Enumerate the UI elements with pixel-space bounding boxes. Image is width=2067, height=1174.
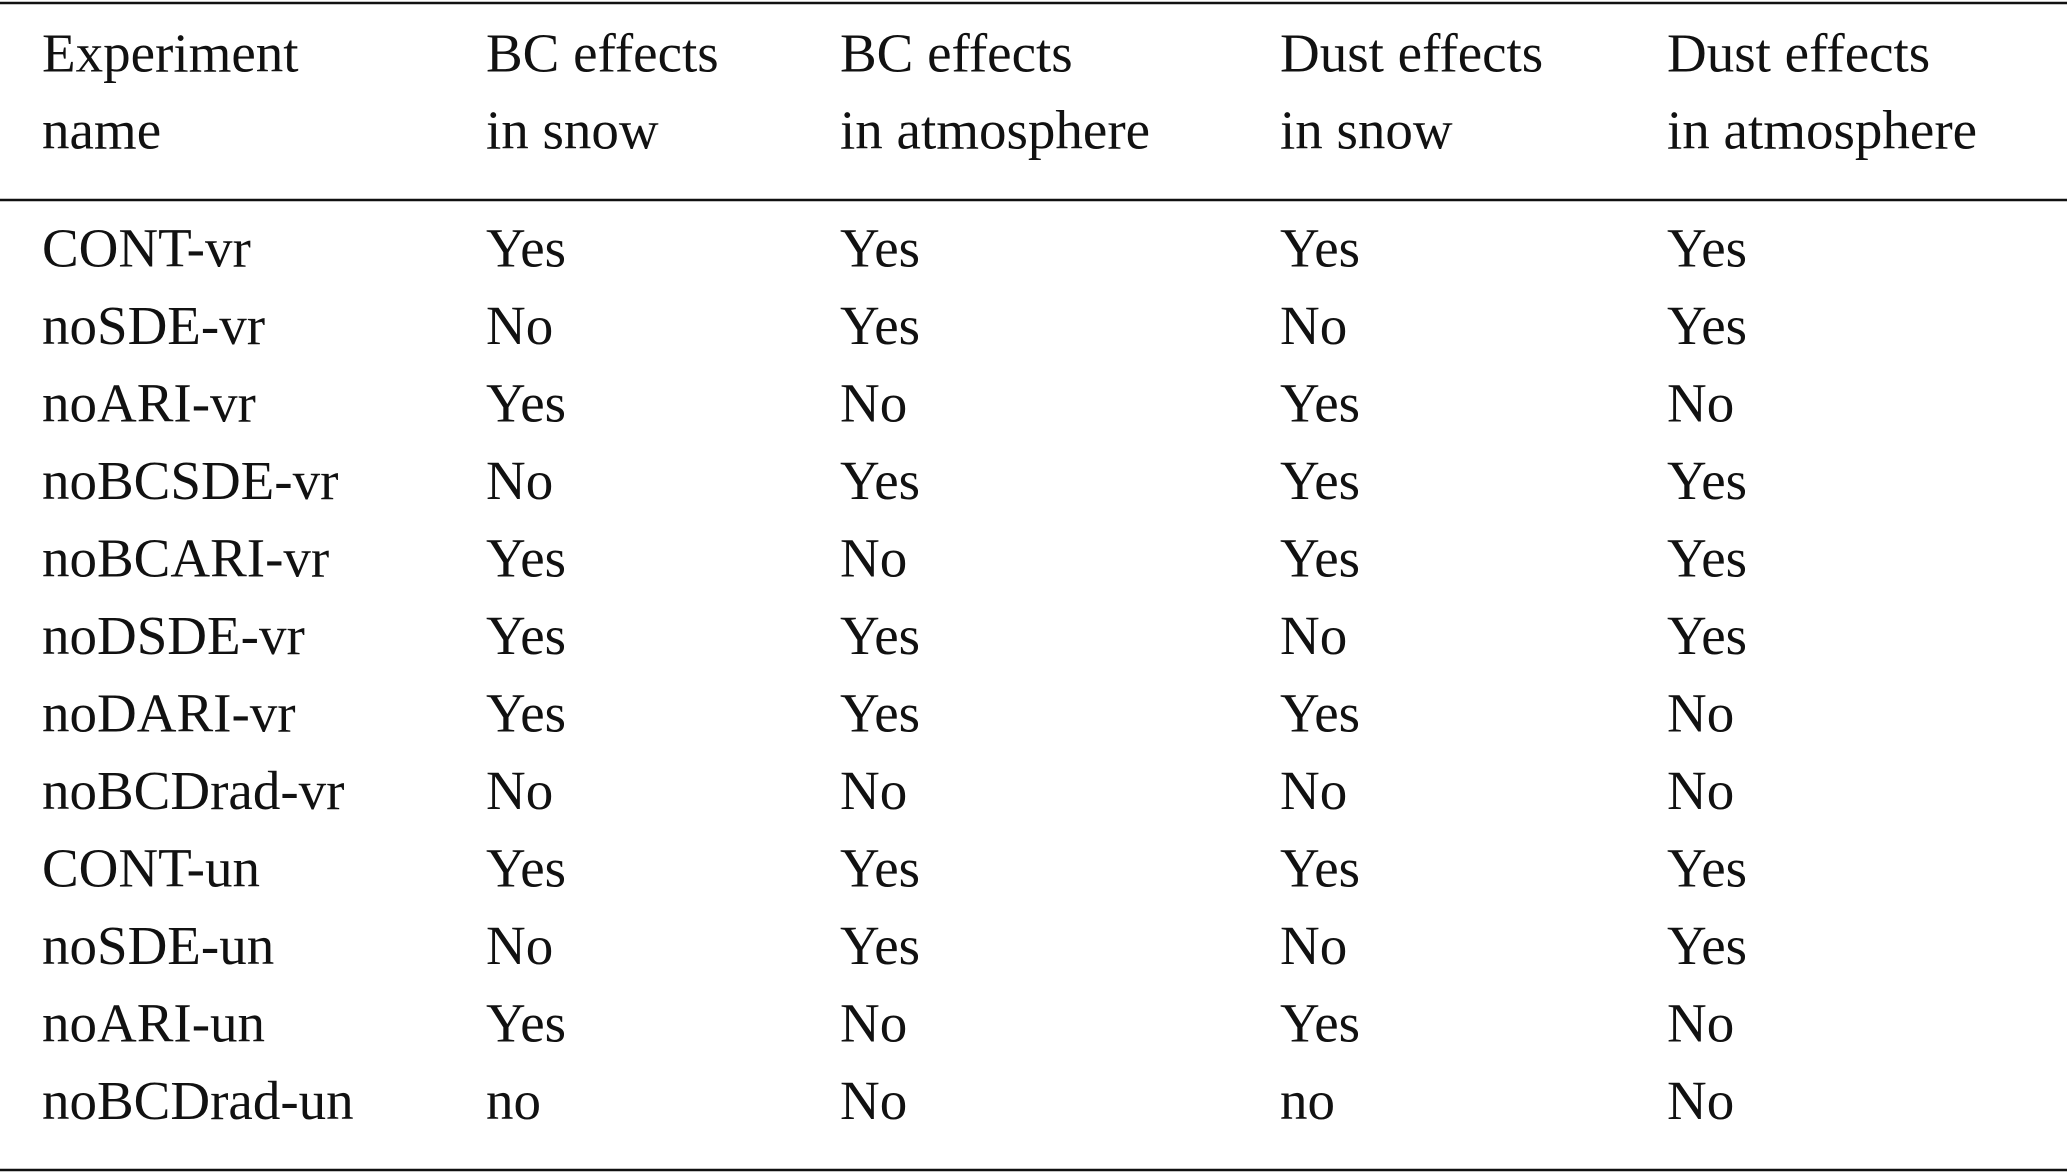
cell: Yes xyxy=(1667,838,1747,899)
cell: No xyxy=(486,450,553,511)
cell: no xyxy=(1280,1070,1335,1131)
cell: Yes xyxy=(840,683,920,744)
cell: Yes xyxy=(840,605,920,666)
row-label: CONT-un xyxy=(42,838,260,899)
header-cell: in atmosphere xyxy=(1667,100,1977,161)
cell: Yes xyxy=(840,915,920,976)
cell: No xyxy=(840,1070,907,1131)
cell: No xyxy=(840,760,907,821)
cell: Yes xyxy=(840,450,920,511)
cell: Yes xyxy=(1667,605,1747,666)
row-label: noBCSDE-vr xyxy=(42,450,338,511)
cell: No xyxy=(1280,760,1347,821)
cell: Yes xyxy=(1280,373,1360,434)
row-label: noARI-un xyxy=(42,993,265,1054)
cell: No xyxy=(486,915,553,976)
row-label: noDARI-vr xyxy=(42,683,296,744)
cell: Yes xyxy=(1667,218,1747,279)
cell: No xyxy=(1667,1070,1734,1131)
cell: Yes xyxy=(1280,683,1360,744)
row-label: noDSDE-vr xyxy=(42,605,305,666)
row-label: noBCARI-vr xyxy=(42,528,329,589)
cell: Yes xyxy=(840,838,920,899)
cell: No xyxy=(1280,915,1347,976)
cell: Yes xyxy=(1667,915,1747,976)
cell: Yes xyxy=(840,295,920,356)
cell: No xyxy=(840,993,907,1054)
cell: Yes xyxy=(1667,528,1747,589)
cell: Yes xyxy=(486,605,566,666)
row-label: noSDE-un xyxy=(42,915,274,976)
cell: No xyxy=(840,373,907,434)
cell: No xyxy=(1667,683,1734,744)
cell: Yes xyxy=(486,838,566,899)
cell: Yes xyxy=(1667,450,1747,511)
cell: Yes xyxy=(1280,450,1360,511)
cell: No xyxy=(1667,760,1734,821)
cell: No xyxy=(1280,605,1347,666)
cell: Yes xyxy=(486,218,566,279)
cell: Yes xyxy=(1280,993,1360,1054)
row-label: noSDE-vr xyxy=(42,295,265,356)
header-cell: Dust effects xyxy=(1280,23,1543,84)
header-cell: Experiment xyxy=(42,23,299,84)
cell: Yes xyxy=(486,373,566,434)
cell: Yes xyxy=(840,218,920,279)
cell: No xyxy=(1667,373,1734,434)
cell: No xyxy=(1280,295,1347,356)
header-cell: Dust effects xyxy=(1667,23,1930,84)
cell: Yes xyxy=(1280,838,1360,899)
row-label: noARI-vr xyxy=(42,373,256,434)
cell: Yes xyxy=(1280,528,1360,589)
row-label: noBCDrad-vr xyxy=(42,760,344,821)
cell: No xyxy=(1667,993,1734,1054)
cell: Yes xyxy=(486,993,566,1054)
cell: Yes xyxy=(1667,295,1747,356)
header-cell: name xyxy=(42,100,161,161)
cell: No xyxy=(486,295,553,356)
header-cell: BC effects xyxy=(486,23,719,84)
row-label: CONT-vr xyxy=(42,218,251,279)
cell: Yes xyxy=(486,528,566,589)
row-label: noBCDrad-un xyxy=(42,1070,354,1131)
header-cell: in snow xyxy=(486,100,659,161)
cell: No xyxy=(840,528,907,589)
cell: Yes xyxy=(486,683,566,744)
header-cell: in atmosphere xyxy=(840,100,1150,161)
header-cell: BC effects xyxy=(840,23,1073,84)
cell: no xyxy=(486,1070,541,1131)
cell: Yes xyxy=(1280,218,1360,279)
header-cell: in snow xyxy=(1280,100,1453,161)
cell: No xyxy=(486,760,553,821)
